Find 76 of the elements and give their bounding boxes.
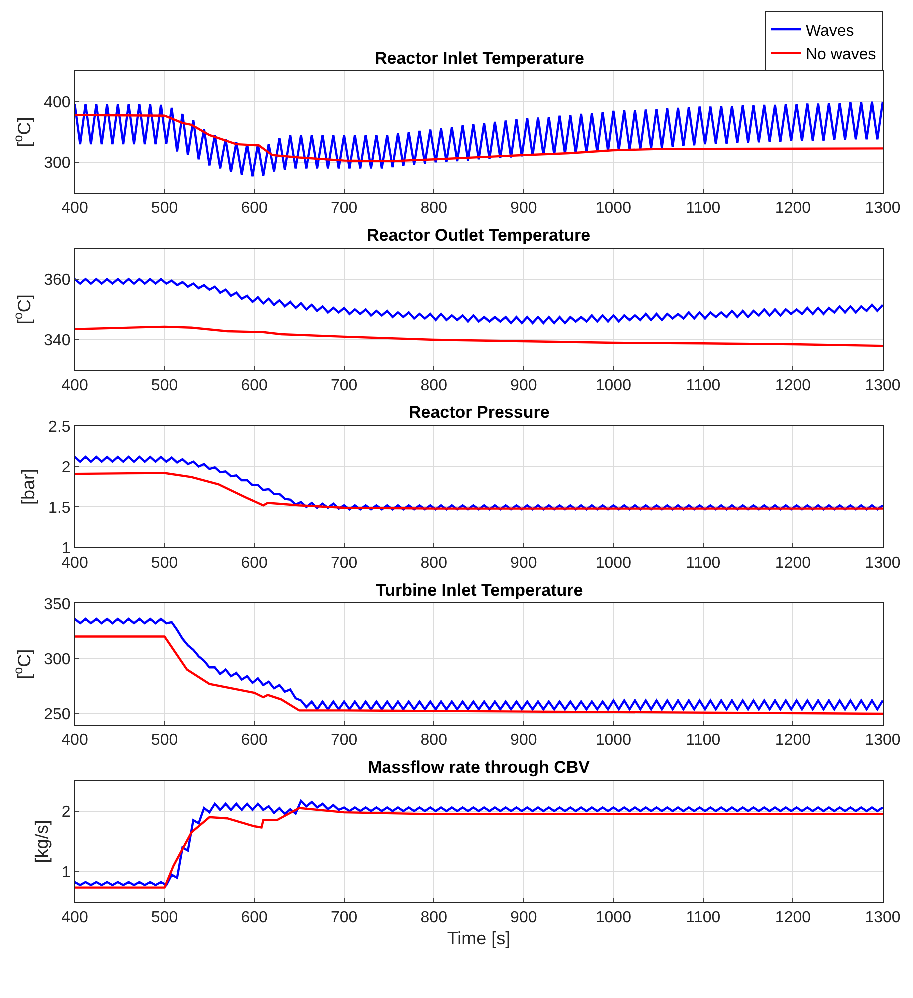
x-tick-label: 700 [330, 378, 358, 395]
x-tick-label: 800 [420, 910, 448, 927]
x-tick-label: 600 [241, 554, 268, 572]
x-tick-label: 1100 [686, 554, 721, 572]
x-tick-label: 1100 [686, 732, 721, 750]
y-axis-title: [kg/s] [32, 820, 52, 864]
x-tick-label: 1000 [596, 378, 632, 395]
line-series [75, 278, 883, 324]
x-tick-label: 1200 [775, 554, 812, 572]
x-tick-label: 500 [151, 200, 178, 218]
x-tick-label: 800 [420, 554, 448, 572]
x-tick-label: 500 [151, 378, 178, 395]
x-tick-label: 500 [151, 732, 178, 750]
x-tick-label: 900 [510, 378, 538, 395]
line-series [75, 326, 883, 348]
x-tick-label: 600 [241, 910, 268, 927]
x-tick-label: 1200 [775, 378, 812, 395]
x-tick-label: 700 [330, 732, 358, 750]
x-axis-title: Time [s] [447, 928, 511, 949]
chart-title: Reactor Inlet Temperature [375, 49, 584, 68]
x-tick-label: 1100 [686, 200, 721, 218]
x-tick-label: 900 [510, 910, 538, 927]
x-tick-label: 700 [330, 910, 358, 927]
x-tick-label: 800 [420, 200, 448, 218]
x-tick-label: 500 [151, 554, 178, 572]
line-series [75, 472, 883, 510]
line-series [75, 456, 883, 511]
x-tick-label: 800 [420, 378, 448, 395]
x-tick-label: 1000 [596, 200, 632, 218]
x-tick-label: 900 [510, 554, 538, 572]
x-tick-label: 900 [510, 200, 538, 218]
x-tick-label: 600 [241, 200, 268, 218]
legend-label: Waves [806, 22, 854, 40]
x-tick-label: 1300 [865, 200, 901, 218]
line-series [75, 114, 883, 163]
chart-title: Reactor Pressure [409, 403, 550, 422]
chart-title: Turbine Inlet Temperature [376, 581, 584, 600]
x-tick-label: 1300 [865, 910, 901, 927]
y-tick-label: 340 [44, 332, 71, 350]
y-tick-label: 350 [44, 596, 71, 614]
x-tick-label: 500 [151, 910, 178, 927]
x-tick-label: 1000 [596, 910, 632, 927]
y-tick-label: 300 [44, 651, 71, 668]
y-tick-label: 360 [44, 272, 71, 289]
line-series [75, 618, 883, 711]
y-tick-label: 300 [44, 155, 71, 172]
x-tick-label: 1000 [596, 732, 632, 750]
line-series [75, 636, 883, 716]
x-tick-label: 900 [510, 732, 538, 750]
x-tick-label: 700 [330, 200, 358, 218]
chart-title: Reactor Outlet Temperature [367, 226, 591, 245]
y-tick-label: 1 [62, 540, 71, 558]
y-tick-label: 400 [44, 94, 71, 112]
x-tick-label: 1300 [865, 378, 901, 395]
y-tick-label: 250 [44, 706, 71, 724]
x-tick-label: 1200 [775, 200, 812, 218]
y-axis-title: [bar] [18, 468, 39, 505]
x-tick-label: 600 [241, 732, 268, 750]
x-tick-label: 1000 [596, 554, 632, 572]
x-tick-label: 800 [420, 732, 448, 750]
x-tick-label: 1100 [686, 378, 721, 395]
y-tick-label: 2 [62, 804, 71, 821]
y-tick-label: 1.5 [48, 500, 71, 517]
x-tick-label: 1100 [686, 910, 721, 927]
x-tick-label: 600 [241, 378, 268, 395]
line-series [75, 100, 883, 178]
x-tick-label: 1200 [775, 910, 812, 927]
y-tick-label: 2.5 [48, 418, 71, 436]
x-tick-label: 1200 [775, 732, 812, 750]
chart-title: Massflow rate through CBV [368, 758, 591, 777]
y-tick-label: 2 [62, 459, 71, 476]
y-tick-label: 1 [62, 864, 71, 882]
x-tick-label: 1300 [865, 732, 901, 750]
x-tick-label: 1300 [865, 554, 901, 572]
x-tick-label: 700 [330, 554, 358, 572]
legend-label: No waves [806, 46, 876, 64]
